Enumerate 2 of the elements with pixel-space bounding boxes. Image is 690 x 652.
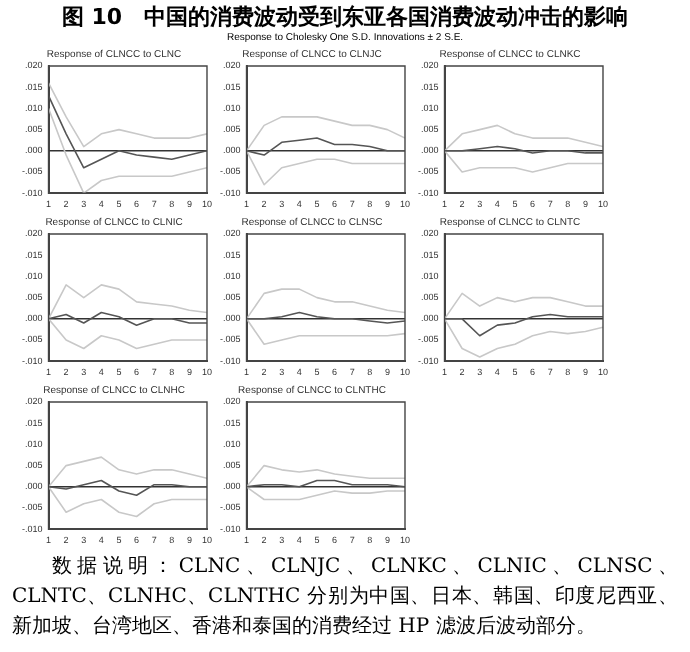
caption: 图 10 中国的消费波动受到东亚各国消费波动冲击的影响	[59, 4, 631, 32]
text: 数据说明：CLNC、CLNJC、CLNKC、CLNIC、CLNSC、CLNTC、CLNHC、CLNTHC 分别为中国、日本、韩国、印度尼西亚、新加坡、台湾地区、香港和泰国的消费经过 HP 滤波后波动部分。	[12, 554, 678, 642]
